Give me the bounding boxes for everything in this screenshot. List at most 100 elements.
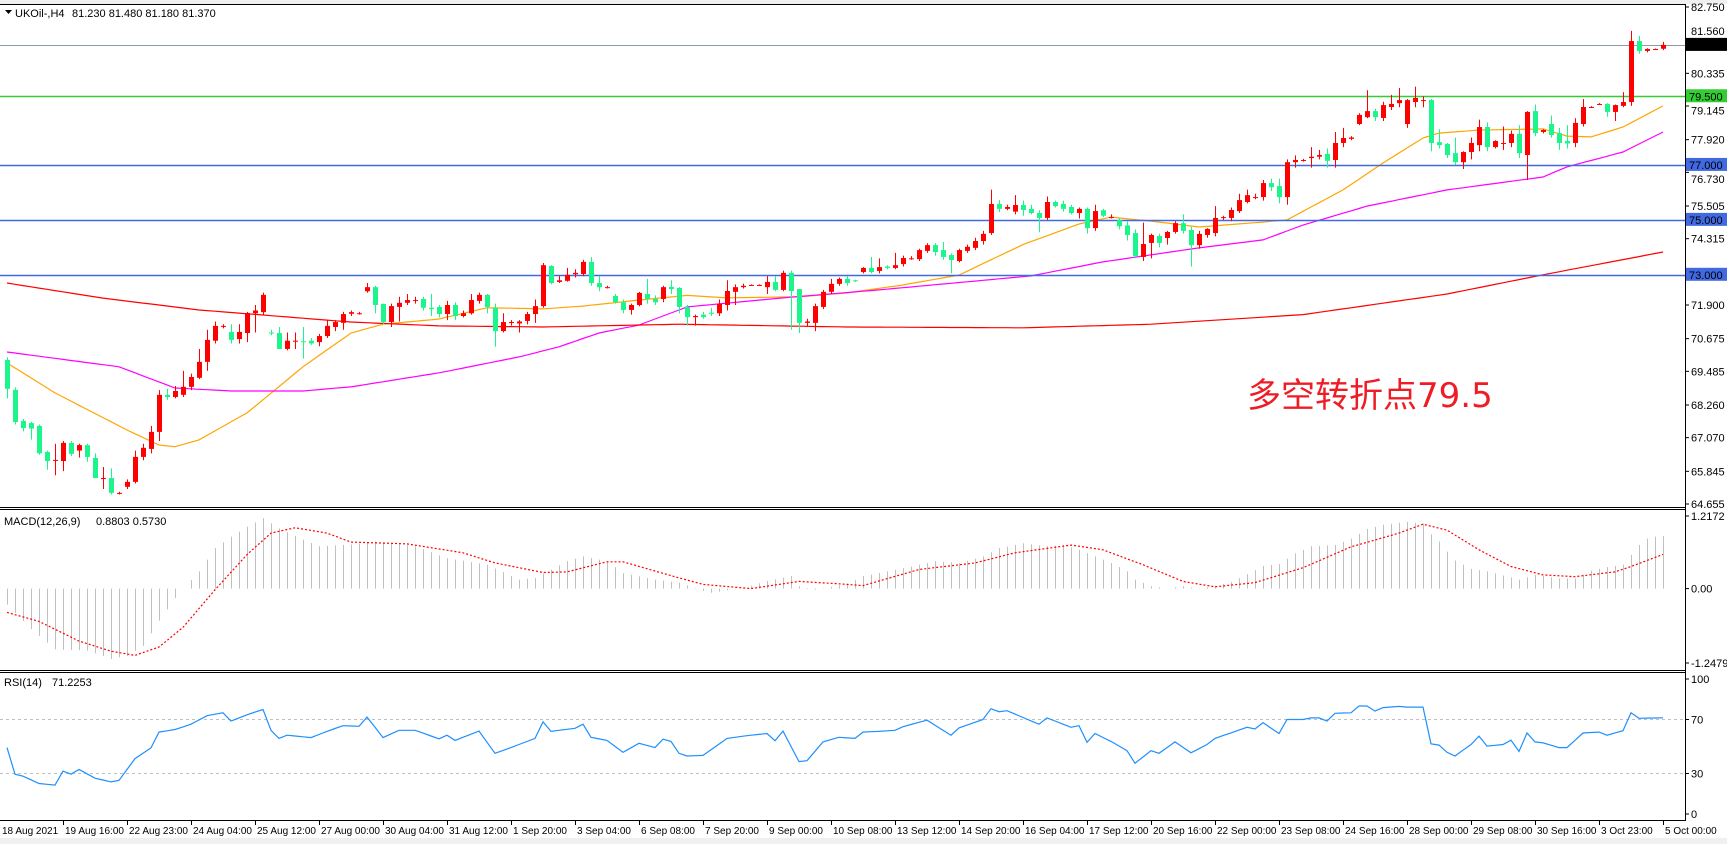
candle [773, 276, 778, 292]
candle-body [901, 258, 906, 265]
price-level-label-bg [1686, 157, 1727, 171]
candle-body [101, 478, 106, 480]
time-tick-label: 27 Aug 00:00 [321, 826, 380, 837]
price-level-label-bg [1686, 267, 1727, 281]
candle-body [5, 359, 10, 389]
candle [653, 295, 658, 306]
candle [717, 299, 722, 316]
candle [613, 294, 618, 304]
candle [917, 248, 922, 262]
price-tick-label: 74.315 [1691, 234, 1725, 246]
candle-body [437, 306, 442, 315]
candle-body [773, 281, 778, 290]
candle [1477, 119, 1482, 152]
candle-body [1357, 114, 1362, 125]
candle [189, 373, 194, 391]
time-tick-label: 28 Sep 00:00 [1409, 826, 1469, 837]
candle-body [1277, 186, 1282, 198]
candle [669, 280, 674, 295]
candle-body [1021, 205, 1026, 210]
candle-body [845, 278, 850, 284]
candle [1645, 48, 1650, 53]
candle [485, 294, 490, 314]
candle [1301, 158, 1306, 162]
candle-body [1101, 210, 1106, 216]
candle [1253, 193, 1258, 200]
candle-body [69, 442, 74, 454]
candle-body [1501, 142, 1506, 144]
candle [605, 285, 610, 289]
candle [277, 326, 282, 349]
candle [253, 305, 258, 333]
candle [1437, 129, 1442, 149]
candle-body [141, 447, 146, 457]
candle-body [797, 289, 802, 323]
time-tick-label: 18 Aug 2021 [2, 826, 59, 837]
candle [1501, 126, 1506, 150]
candle [821, 289, 826, 310]
candle [21, 418, 26, 432]
candle-body [549, 266, 554, 284]
price-level-label: 77.000 [1689, 160, 1723, 172]
candle-body [29, 423, 34, 429]
candle [1125, 221, 1130, 241]
candle-body [717, 303, 722, 314]
time-tick-label: 24 Sep 16:00 [1345, 826, 1405, 837]
candle-body [1613, 105, 1618, 112]
time-tick-label: 3 Oct 23:00 [1601, 826, 1653, 837]
candle-body [405, 300, 410, 303]
candle-body [917, 250, 922, 260]
price-level-label: 75.000 [1689, 215, 1723, 227]
symbol-label: UKOil-,H4 [15, 8, 65, 20]
candle-body [253, 310, 258, 314]
candle [1485, 122, 1490, 152]
candle-body [397, 302, 402, 307]
candle [141, 443, 146, 461]
candle-body [333, 322, 338, 327]
candle-body [725, 291, 730, 306]
candle [445, 300, 450, 321]
candle-body [1509, 133, 1514, 143]
triangle-down-icon[interactable] [5, 10, 12, 14]
candle-body [669, 286, 674, 290]
candle [261, 292, 266, 315]
candle-body [1061, 203, 1066, 209]
macd-readout: 0.8803 0.5730 [96, 516, 166, 528]
rsi-readout: 71.2253 [52, 677, 92, 689]
candle-body [1013, 205, 1018, 212]
candle-body [629, 305, 634, 310]
candle-body [21, 420, 26, 429]
candle-body [1213, 217, 1218, 234]
candle [925, 243, 930, 253]
candle [749, 284, 754, 286]
candle [1093, 204, 1098, 231]
candle-body [621, 302, 626, 310]
candle [157, 390, 162, 441]
time-tick-label: 30 Aug 04:00 [385, 826, 444, 837]
candle-body [533, 306, 538, 315]
candle-body [1661, 44, 1666, 49]
candle-body [365, 287, 370, 292]
candle-body [1053, 202, 1058, 207]
candle-body [293, 340, 298, 342]
candle [221, 324, 226, 329]
candle-body [781, 272, 786, 290]
candle [533, 299, 538, 323]
candle-body [677, 287, 682, 307]
price-tick-label: 68.260 [1691, 400, 1725, 412]
candle-body [1637, 41, 1642, 51]
time-tick-label: 14 Sep 20:00 [961, 826, 1021, 837]
candle [885, 265, 890, 270]
candle-body [597, 283, 602, 288]
rsi-tick-label: 70 [1691, 715, 1703, 727]
candle-body [829, 283, 834, 292]
candle-body [237, 331, 242, 340]
candle [789, 270, 794, 330]
candle-body [1325, 153, 1330, 161]
candle-body [1533, 111, 1538, 134]
candle [1421, 96, 1426, 108]
candle-body [853, 280, 858, 282]
candle [1221, 215, 1226, 220]
candle [29, 421, 34, 440]
candle [893, 252, 898, 270]
